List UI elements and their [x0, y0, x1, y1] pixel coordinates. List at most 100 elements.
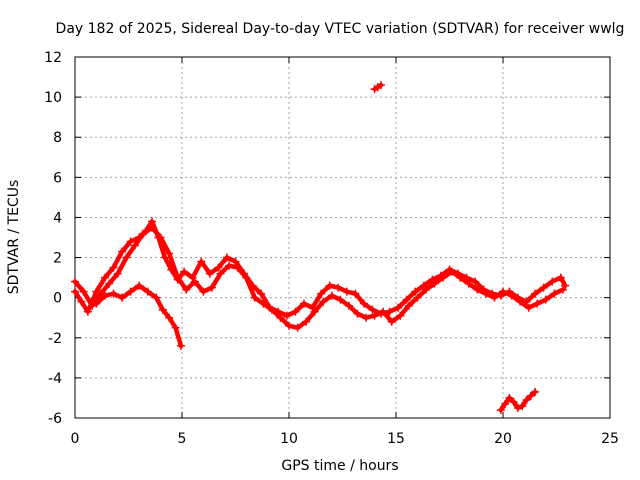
- y-tick-label: 8: [53, 130, 62, 146]
- y-tick-label: 2: [53, 251, 62, 267]
- data-point: [411, 287, 420, 296]
- data-point: [499, 287, 507, 296]
- data-point: [250, 293, 259, 302]
- data-point: [334, 283, 343, 292]
- data-point: [105, 279, 114, 288]
- data-point: [548, 277, 557, 286]
- data-point: [190, 277, 199, 286]
- data-point: [509, 397, 518, 406]
- data-point: [96, 289, 105, 298]
- y-tick-label: -2: [48, 331, 62, 347]
- data-point: [377, 81, 386, 90]
- data-point: [518, 401, 527, 410]
- data-point: [556, 273, 565, 282]
- data-point: [402, 295, 411, 304]
- data-point: [148, 223, 157, 232]
- data-point: [207, 283, 216, 292]
- data-point: [92, 287, 101, 296]
- data-point: [317, 289, 326, 298]
- data-point: [310, 307, 319, 316]
- data-point: [362, 313, 371, 322]
- data-point: [188, 273, 197, 282]
- data-point: [158, 305, 167, 314]
- data-point: [152, 293, 161, 302]
- data-point: [233, 263, 242, 272]
- data-point: [325, 281, 334, 290]
- data-point: [507, 291, 516, 300]
- data-point: [180, 267, 189, 276]
- data-point: [291, 307, 300, 316]
- data-point: [100, 291, 109, 300]
- data-point: [118, 247, 127, 256]
- data-point: [496, 405, 505, 414]
- data-point: [501, 399, 510, 408]
- x-tick-label: 20: [494, 431, 512, 447]
- data-point: [561, 281, 570, 290]
- series-track-c: [92, 281, 185, 350]
- data-point: [419, 281, 428, 290]
- data-point: [531, 289, 540, 298]
- data-point: [100, 273, 109, 282]
- data-point: [464, 279, 473, 288]
- data-point: [302, 317, 311, 326]
- y-tick-label: -6: [48, 411, 62, 427]
- data-point: [550, 289, 559, 298]
- data-point: [505, 393, 514, 402]
- series-track-b: [71, 223, 567, 332]
- data-point: [447, 267, 456, 276]
- data-point: [531, 387, 540, 396]
- data-point: [122, 253, 131, 262]
- data-point: [267, 305, 276, 314]
- data-point: [165, 249, 174, 258]
- data-point: [396, 311, 405, 320]
- data-point: [88, 301, 97, 310]
- data-point: [404, 301, 413, 310]
- data-point: [558, 285, 567, 294]
- data-point: [182, 285, 191, 294]
- data-point: [327, 291, 336, 300]
- y-axis-label: SDTVAR / TECUs: [6, 180, 22, 295]
- data-point: [351, 289, 360, 298]
- series-isolated-low: [496, 387, 540, 414]
- data-point: [71, 277, 79, 286]
- data-point: [370, 311, 379, 320]
- data-point: [71, 287, 79, 296]
- data-point: [439, 273, 448, 282]
- chart-title: Day 182 of 2025, Sidereal Day-to-day VTE…: [56, 21, 625, 37]
- y-tick-label: 4: [53, 210, 62, 226]
- data-point: [481, 289, 490, 298]
- data-point: [428, 275, 437, 284]
- data-point: [231, 257, 240, 266]
- data-point: [135, 281, 144, 290]
- y-tick-label: 6: [53, 170, 62, 186]
- data-point: [539, 283, 548, 292]
- x-axis-ticks: 0 5 10 15 20 25: [71, 57, 619, 447]
- series-line: [94, 283, 184, 349]
- data-point: [359, 299, 368, 308]
- data-point: [299, 299, 308, 308]
- plot-frame: [74, 56, 611, 419]
- y-axis-ticks: -6 -4 -2 0 2 4 6 8 10 12: [44, 50, 610, 427]
- data-point: [171, 323, 180, 332]
- data-point: [92, 299, 101, 308]
- data-point: [173, 273, 182, 282]
- data-point: [533, 299, 542, 308]
- data-point: [257, 289, 266, 298]
- data-point: [176, 341, 185, 350]
- data-point: [77, 297, 86, 306]
- y-tick-label: 12: [44, 50, 62, 66]
- data-point: [368, 305, 377, 314]
- data-point: [216, 269, 225, 278]
- data-point: [197, 257, 206, 266]
- data-point: [109, 263, 118, 272]
- data-point: [205, 269, 214, 278]
- data-point: [113, 269, 122, 278]
- data-point: [118, 293, 127, 302]
- data-point: [430, 279, 439, 288]
- data-point: [513, 403, 522, 412]
- data-point: [83, 307, 92, 316]
- data-point: [130, 241, 139, 250]
- data-point: [126, 287, 135, 296]
- data-point: [156, 233, 165, 242]
